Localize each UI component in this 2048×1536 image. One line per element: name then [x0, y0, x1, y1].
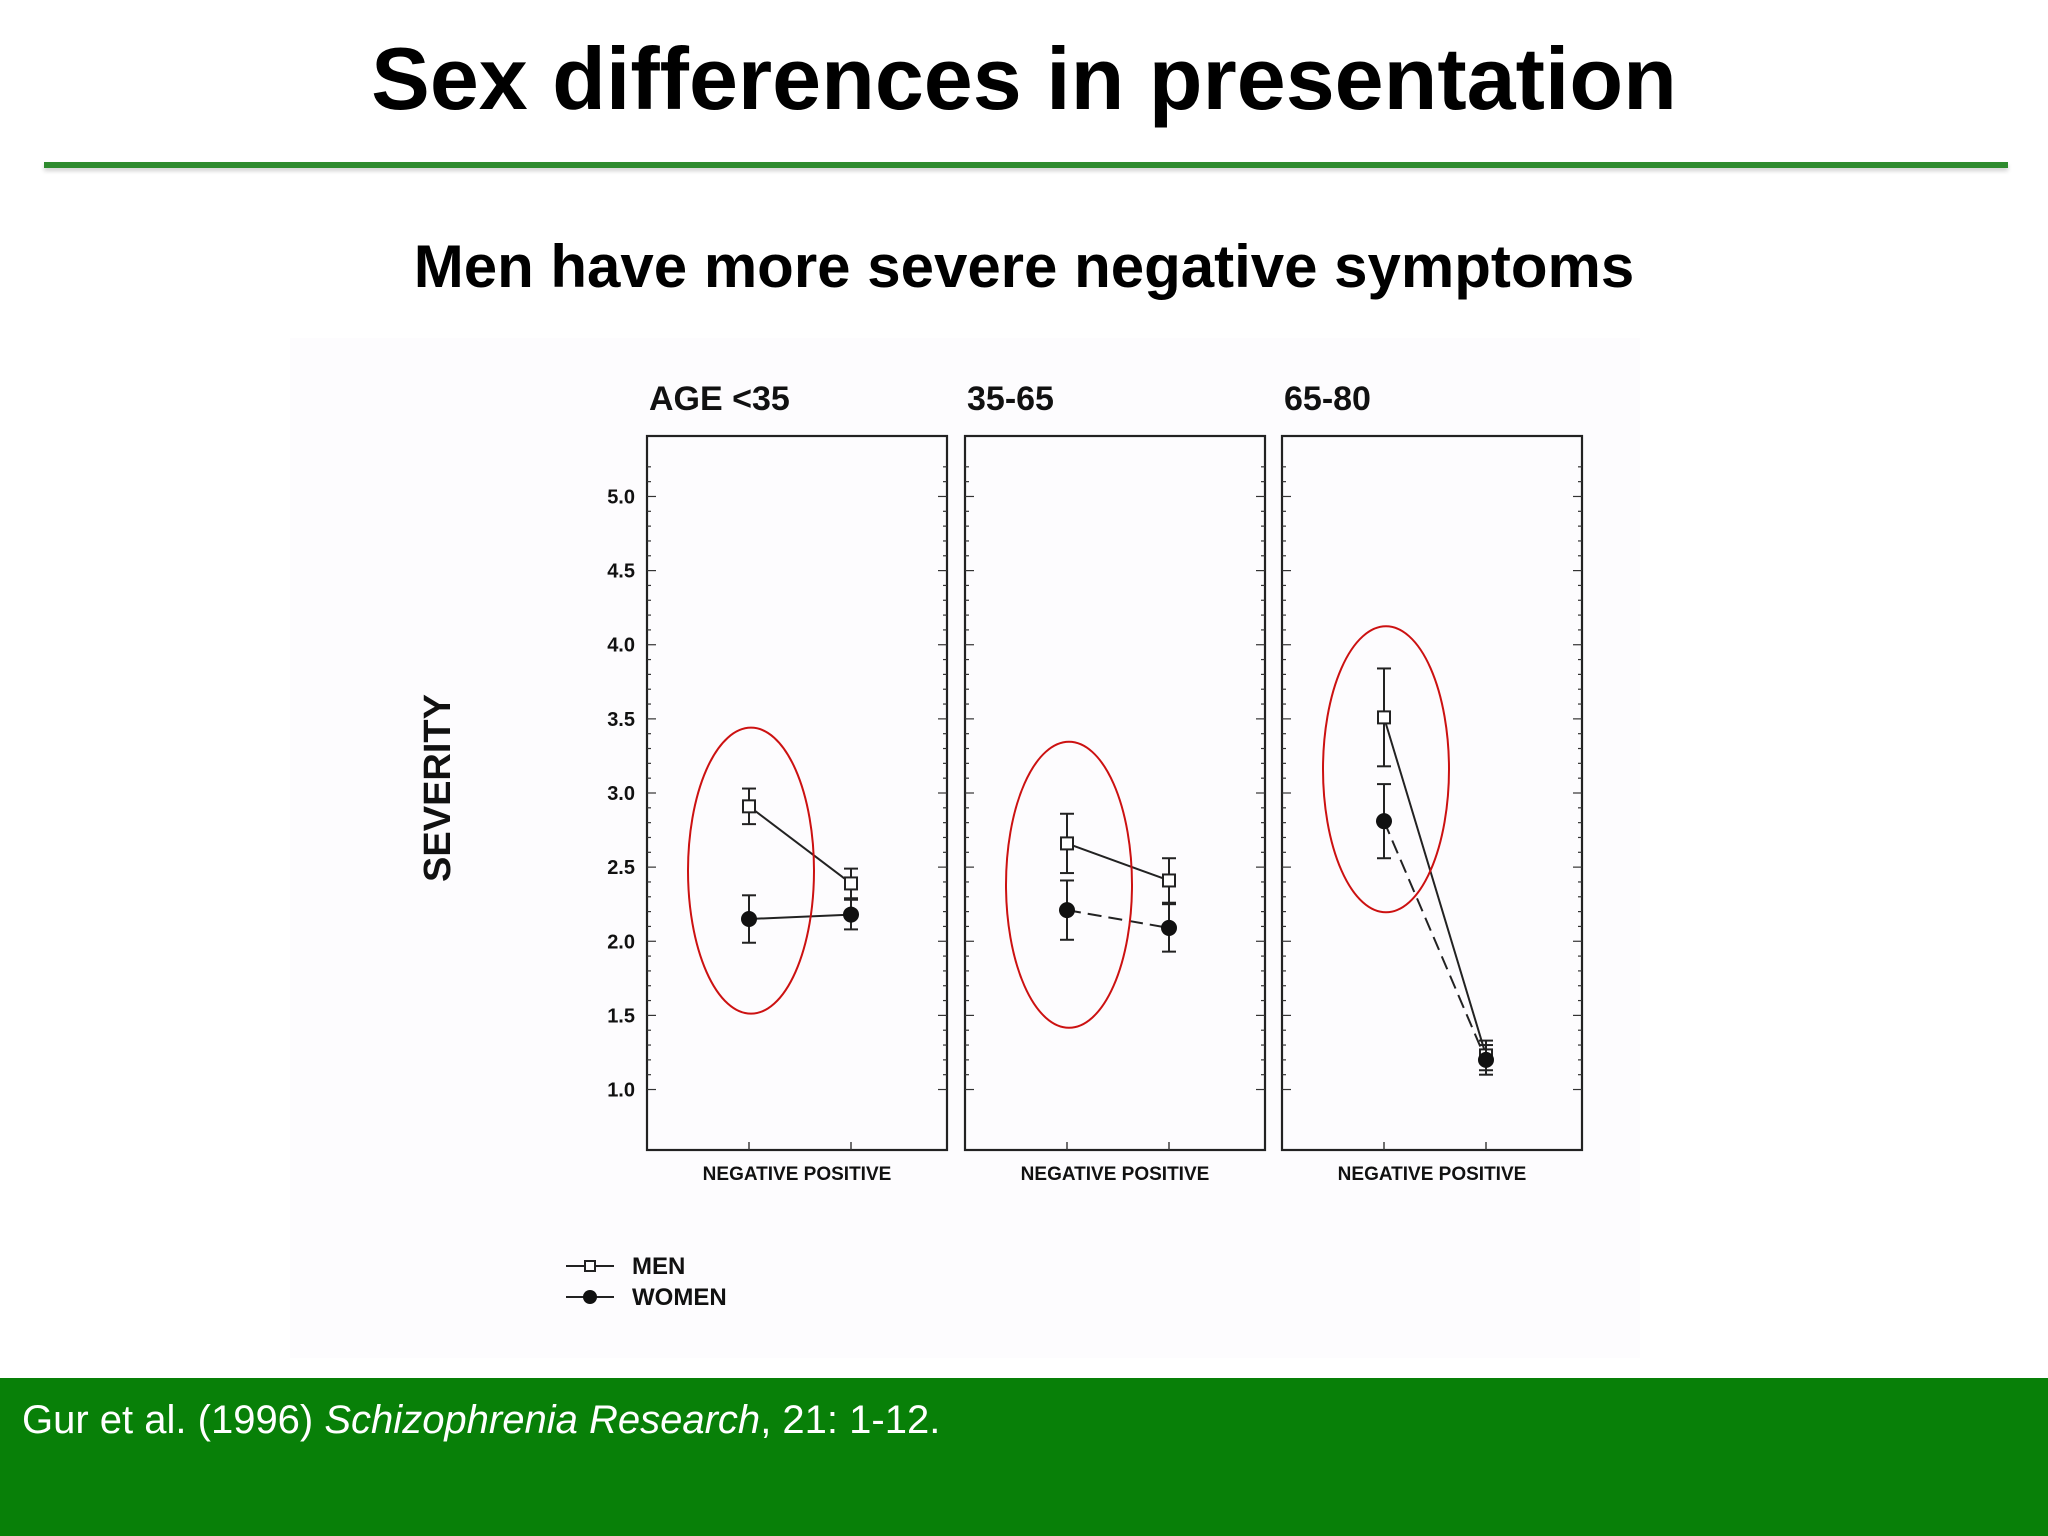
y-tick-label: 2.5 — [607, 857, 635, 879]
women-data-point — [1376, 813, 1392, 830]
men-data-point — [1060, 836, 1074, 851]
panel-title: 35-65 — [967, 380, 1054, 418]
women-data-point — [843, 906, 859, 923]
citation-journal: Schizophrenia Research — [324, 1398, 761, 1442]
panel-frame — [1280, 434, 1584, 1152]
figure-panel: SEVERITY AGE <35 1.0 1.5 2.0 2.5 3.0 3.5 4.0 4.5 5… — [290, 338, 1640, 1358]
men-data-point — [1162, 873, 1176, 888]
y-tick-label: 3.5 — [607, 709, 635, 731]
men-data-point — [844, 876, 858, 891]
series-line-women — [1383, 820, 1487, 1061]
women-data-point — [1478, 1051, 1494, 1068]
footer-bar: Gur et al. (1996) Schizophrenia Research… — [0, 1378, 2048, 1536]
series-line-women — [748, 913, 852, 921]
citation: Gur et al. (1996) Schizophrenia Research… — [22, 1398, 940, 1443]
title-divider — [44, 162, 2008, 168]
panel-frame — [963, 434, 1267, 1152]
citation-authors: Gur et al. (1996) — [22, 1398, 325, 1442]
y-tick-label: 4.0 — [607, 635, 635, 657]
y-tick-label: 3.0 — [607, 783, 635, 805]
series-line-men — [1066, 842, 1170, 882]
women-data-point — [741, 911, 757, 928]
slide-subtitle: Men have more severe negative symptoms — [413, 233, 1635, 300]
panel-frame — [645, 434, 949, 1152]
women-data-point — [1059, 902, 1075, 919]
citation-volume: , 21: 1-12. — [760, 1398, 941, 1442]
highlight-ellipse — [1005, 740, 1133, 1029]
men-data-point — [1377, 710, 1391, 725]
highlight-ellipse — [687, 726, 815, 1015]
severity-chart: SEVERITY AGE <35 1.0 1.5 2.0 2.5 3.0 3.5 4.0 4.5 5… — [417, 380, 1584, 1311]
series-line-women — [1066, 909, 1170, 929]
panel-title: AGE <35 — [649, 380, 790, 418]
y-tick-label: 2.0 — [607, 931, 635, 953]
y-tick-label: 1.5 — [607, 1005, 635, 1027]
men-data-point — [742, 799, 756, 814]
x-axis-label: NEGATIVE POSITIVE — [703, 1164, 892, 1185]
panel-title: 65-80 — [1284, 380, 1371, 418]
slide-title: Sex differences in presentation — [371, 29, 1677, 128]
legend-label: WOMEN — [632, 1284, 727, 1311]
y-tick-label: 1.0 — [607, 1080, 635, 1102]
x-axis-label: NEGATIVE POSITIVE — [1338, 1164, 1527, 1185]
legend-marker-women — [583, 1290, 597, 1304]
series-line-men — [1383, 717, 1487, 1056]
legend-marker-men — [584, 1260, 596, 1272]
series-line-men — [748, 805, 852, 885]
highlight-ellipse — [1322, 625, 1450, 914]
y-tick-label: 4.5 — [607, 561, 635, 583]
y-tick-label: 5.0 — [607, 486, 635, 508]
legend-label: MEN — [632, 1253, 685, 1280]
y-axis-label: SEVERITY — [417, 694, 459, 882]
x-axis-label: NEGATIVE POSITIVE — [1021, 1164, 1210, 1185]
women-data-point — [1161, 919, 1177, 936]
